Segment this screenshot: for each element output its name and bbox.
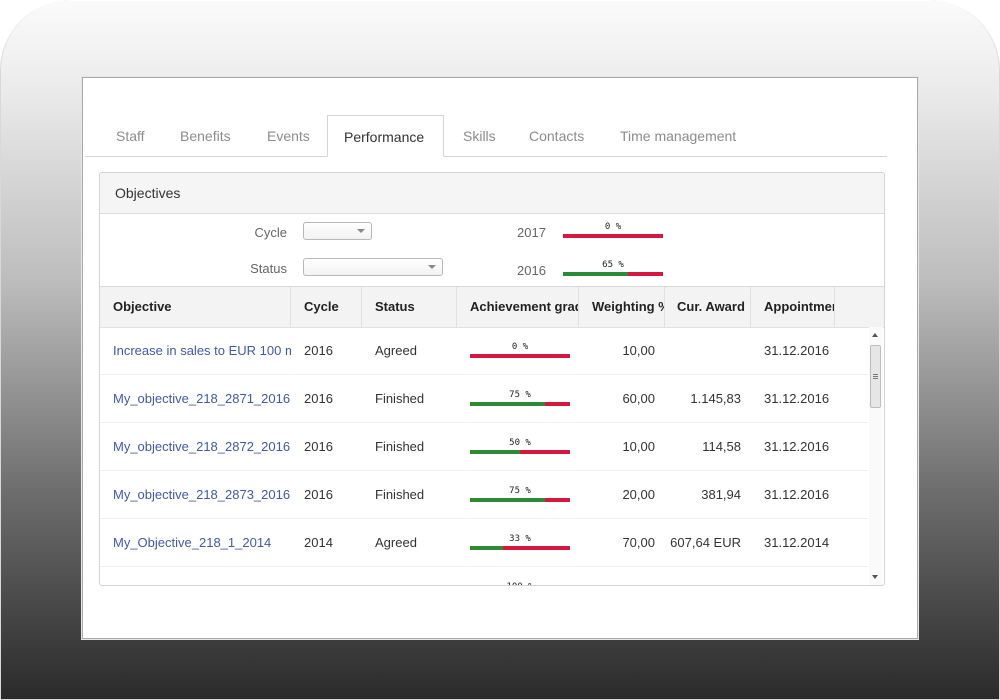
table-row[interactable]: 100 % (100, 567, 868, 585)
table-row[interactable]: My_objective_218_2872_2016 2016 Finished 10… (100, 423, 868, 471)
cell-objective[interactable]: My_Objective_218_1_2014 (113, 535, 272, 550)
cell-weighting: 10,00 (622, 343, 655, 358)
cell-appointment: 31.12.2016 (764, 439, 830, 454)
tab-performance[interactable]: Performance (327, 115, 444, 157)
cell-cycle: 2016 (304, 391, 333, 406)
cell-status: Finished (375, 391, 425, 406)
cell-status: Agreed (375, 343, 417, 358)
cell-weighting: 20,00 (622, 487, 655, 502)
scroll-up-icon[interactable] (872, 333, 878, 337)
tab-skills[interactable]: Skills (463, 128, 496, 144)
cell-objective[interactable]: My_objective_218_2873_2016 (113, 487, 291, 502)
progress-label: 100 % (470, 582, 570, 585)
cell-objective[interactable]: Increase in sales to EUR 100 m (113, 343, 291, 358)
cell-weighting (579, 567, 665, 585)
chevron-down-icon (428, 265, 436, 269)
cell-appointment: 31.12.2016 (764, 391, 830, 406)
progress-label: 65 % (602, 260, 624, 270)
col-appointment[interactable]: Appointment (751, 287, 835, 327)
cell-objective[interactable] (100, 567, 291, 585)
progress-label: 75 % (509, 486, 531, 496)
app-window: Staff Benefits Events Performance Skills… (82, 77, 918, 639)
vertical-scrollbar[interactable] (869, 327, 883, 585)
cell-weighting: 60,00 (622, 391, 655, 406)
progress-label: 0 % (604, 222, 622, 232)
col-achievement-grade[interactable]: Achievement grade (457, 287, 579, 327)
cell-cycle (291, 567, 362, 585)
achievement-progress: 50 % (470, 438, 570, 454)
progress-label: 0 % (511, 342, 529, 352)
table-row[interactable]: My_objective_218_2873_2016 2016 Finished 20… (100, 471, 868, 519)
cell-cycle: 2016 (304, 487, 333, 502)
panel-title: Objectives (100, 173, 884, 214)
progress-label: 50 % (509, 438, 531, 448)
achievement-progress: 0 % (470, 342, 570, 358)
cell-appointment: 31.12.2014 (764, 535, 830, 550)
tab-staff[interactable]: Staff (116, 128, 145, 144)
cell-cycle: 2014 (304, 535, 333, 550)
cell-cycle: 2016 (304, 439, 333, 454)
cell-status: Agreed (375, 535, 417, 550)
col-cur-award[interactable]: Cur. Award (665, 287, 751, 327)
achievement-progress: 75 % (470, 486, 570, 502)
table-body: Increase in sales to EUR 100 m 2016 Agreed… (100, 327, 868, 585)
tab-benefits[interactable]: Benefits (180, 128, 231, 144)
cell-appointment (751, 567, 851, 585)
cell-status: Finished (375, 439, 425, 454)
status-select[interactable] (303, 258, 443, 276)
tab-contacts[interactable]: Contacts (529, 128, 585, 144)
achievement-progress: 100 % (470, 582, 570, 585)
cycle-label: Cycle (254, 225, 287, 240)
cell-cur-award (665, 327, 751, 374)
summary-year-2017: 2017 (517, 225, 546, 240)
cell-appointment: 31.12.2016 (764, 343, 830, 358)
achievement-progress: 33 % (470, 534, 570, 550)
table-row[interactable]: My_Objective_218_1_2014 2014 Agreed 70,00 60… (100, 519, 868, 567)
tab-bar: Staff Benefits Events Performance Skills… (85, 115, 887, 157)
tab-events[interactable]: Events (267, 128, 310, 144)
summary-year-2016: 2016 (517, 263, 546, 278)
scroll-thumb[interactable] (870, 345, 881, 408)
cell-cur-award: 114,58 (702, 439, 741, 454)
col-cycle[interactable]: Cycle (291, 287, 362, 327)
status-label: Status (250, 261, 287, 276)
cell-status: Finished (375, 487, 425, 502)
tab-time-management[interactable]: Time management (620, 128, 737, 144)
cell-objective[interactable]: My_objective_218_2871_2016 (113, 391, 291, 406)
summary-progress-2017: 0 % (563, 222, 663, 238)
cell-weighting: 70,00 (622, 535, 655, 550)
cell-cur-award: 1.145,83 (690, 391, 741, 406)
table-row[interactable]: My_objective_218_2871_2016 2016 Finished 60… (100, 375, 868, 423)
cell-cur-award: 607,64 EUR (670, 535, 741, 550)
scroll-down-icon[interactable] (872, 575, 878, 579)
cell-cycle: 2016 (304, 343, 333, 358)
objectives-panel: Objectives Cycle Status 2017 0 % 2016 65… (99, 172, 885, 586)
cell-status (362, 567, 457, 585)
col-status[interactable]: Status (362, 287, 457, 327)
table-row[interactable]: Increase in sales to EUR 100 m 2016 Agreed… (100, 327, 868, 375)
cell-appointment: 31.12.2016 (764, 487, 830, 502)
table-header: Objective Cycle Status Achievement grade… (100, 286, 884, 328)
chevron-down-icon (357, 229, 365, 233)
progress-label: 33 % (509, 534, 531, 544)
cell-objective[interactable]: My_objective_218_2872_2016 (113, 439, 291, 454)
col-objective[interactable]: Objective (100, 287, 291, 327)
cell-cur-award (665, 567, 751, 585)
cell-weighting: 10,00 (622, 439, 655, 454)
progress-label: 75 % (509, 390, 531, 400)
cell-cur-award: 381,94 (701, 487, 741, 502)
col-weighting[interactable]: Weighting % (579, 287, 665, 327)
cycle-select[interactable] (303, 222, 372, 240)
achievement-progress: 75 % (470, 390, 570, 406)
summary-progress-2016: 65 % (563, 260, 663, 276)
